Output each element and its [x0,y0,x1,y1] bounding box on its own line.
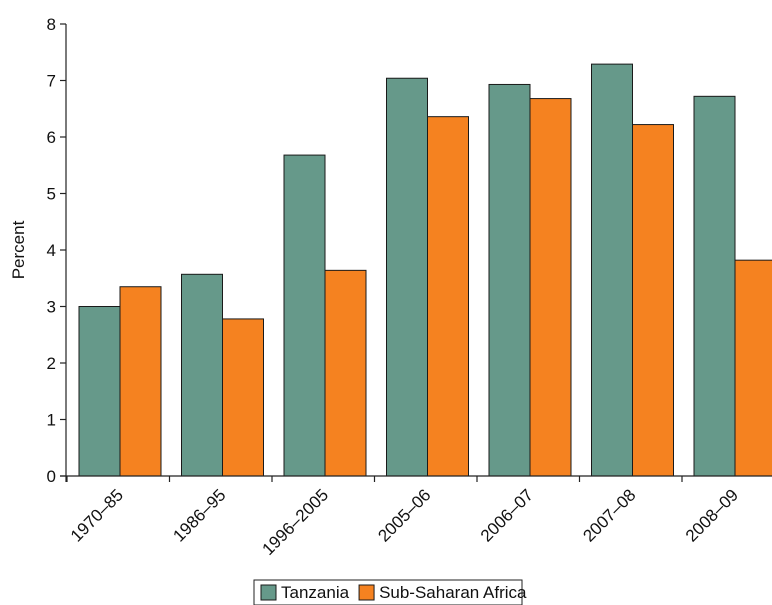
bar-sub-saharan-africa-1 [119,286,162,477]
y-tick-label: 1 [47,411,56,430]
legend-box [253,579,523,605]
x-tick-label: 1986–95 [169,485,229,545]
x-tick-label: 1996–2005 [258,485,332,559]
legend-label: Tanzania [281,583,350,602]
axes-layer [60,24,772,482]
bar-tanzania-3 [283,154,326,477]
y-tick-label: 3 [47,298,56,317]
bar-sub-saharan-africa-7 [734,259,772,477]
x-tick-label: 2005–06 [374,485,434,545]
bar-tanzania-2 [181,273,223,477]
y-tick-label: 2 [47,354,56,373]
bar-tanzania-6 [591,63,633,477]
y-tick-label: 7 [47,72,56,91]
x-tick-label: 2007–08 [579,485,639,545]
x-tick-label: 1970–85 [67,485,127,545]
bar-sub-saharan-africa-6 [632,124,674,477]
legend-swatch [358,584,375,601]
bar-tanzania-4 [386,77,428,477]
x-tick-label: 2008–09 [682,485,742,545]
legend: Tanzania Sub-Saharan Africa [253,579,527,605]
bar-sub-saharan-africa-5 [529,98,572,477]
y-tick-label: 6 [47,128,56,147]
y-tick-label: 5 [47,185,56,204]
y-ticks-layer: 0 1 2 3 4 5 6 7 8 [47,15,66,486]
x-ticks-layer: 1970–85 1986–95 1996–2005 2005–06 2006–07 200… [66,476,742,559]
bars-layer [78,63,772,477]
bar-sub-saharan-africa-4 [427,116,469,477]
bar-tanzania-7 [693,95,736,477]
y-tick-label: 0 [47,467,56,486]
bar-sub-saharan-africa-2 [222,318,264,477]
y-tick-label: 8 [47,15,56,34]
bar-tanzania-1 [78,306,121,477]
legend-label: Sub-Saharan Africa [379,583,527,602]
bar-sub-saharan-africa-3 [324,269,367,477]
x-tick-label: 2006–07 [477,485,537,545]
y-tick-label: 4 [47,241,56,260]
bar-tanzania-5 [488,83,531,477]
legend-swatch [260,584,277,601]
y-axis-title: Percent [9,220,28,279]
